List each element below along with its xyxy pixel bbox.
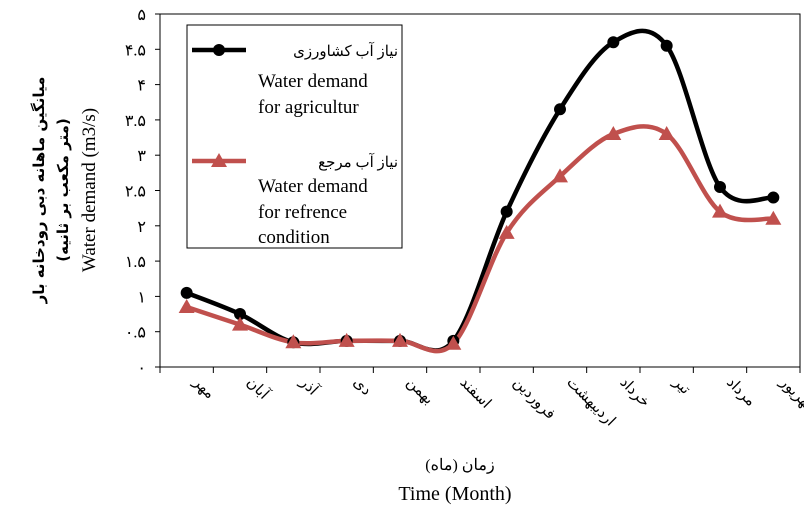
y-tick-label: ۲	[137, 219, 146, 236]
data-point	[338, 332, 355, 347]
data-point	[180, 286, 193, 299]
y-tick-label: ۱.۵	[125, 254, 146, 271]
x-axis-title-en: Time (Month)	[398, 483, 511, 505]
y-tick-label: ۰	[137, 360, 146, 377]
x-tick-label: تیر	[669, 374, 693, 398]
data-point	[712, 203, 728, 218]
data-point	[658, 126, 675, 141]
legend-label-reference-en-2: for refrence	[258, 202, 347, 223]
x-axis-ticks: مهر آبان آذر دی بهمن اسفند فروردین اردیبهشتخردا…	[159, 367, 804, 430]
y-axis-title-fa-2: (متر مکعب بر ثانیه)	[54, 118, 72, 262]
legend-label-agriculture-en-1: Water demand	[258, 71, 368, 92]
data-point	[500, 205, 513, 218]
data-point	[498, 224, 515, 239]
y-tick-label: ۴.۵	[125, 42, 146, 59]
data-point	[714, 180, 726, 193]
x-tick-label: اسفند	[457, 375, 494, 412]
data-point	[285, 334, 302, 349]
data-point	[767, 191, 780, 204]
x-tick-label: مرداد	[723, 375, 758, 410]
y-tick-label: ۴	[137, 78, 146, 95]
y-axis-ticks: ۰ ۰.۵ ۱ ۱.۵ ۲ ۲.۵ ۳ ۳.۵ ۴ ۴.۵ ۵	[125, 7, 160, 377]
data-point	[765, 210, 782, 225]
data-point	[660, 39, 673, 52]
y-tick-label: ۲.۵	[125, 184, 146, 201]
x-tick-label: آبان	[243, 373, 273, 403]
data-point	[605, 126, 622, 141]
x-axis-title-fa: زمان (ماه)	[425, 457, 494, 474]
x-tick-label: اردیبهشت	[563, 375, 618, 430]
legend-label-reference-fa: نیاز آب مرجع	[318, 153, 398, 171]
legend-swatch-marker-reference	[211, 153, 227, 167]
x-tick-label: فروردین	[510, 375, 558, 423]
data-point	[552, 168, 568, 183]
data-point	[607, 36, 620, 49]
y-tick-label: ۵	[137, 7, 146, 24]
legend-label-reference-en-1: Water demand	[258, 176, 368, 197]
x-tick-label: آذر	[296, 372, 323, 399]
data-point	[554, 103, 566, 116]
data-point	[445, 335, 462, 350]
y-axis-title-fa-1: میانگین ماهانه دبی رودخانه بار	[30, 77, 48, 305]
y-tick-label: ۰.۵	[125, 325, 146, 342]
legend-box	[186, 24, 403, 249]
y-tick-label: ۳.۵	[125, 113, 146, 130]
legend-label-agriculture-fa: نیاز آب کشاورزی	[293, 42, 398, 60]
legend-swatch-marker-agriculture	[213, 44, 225, 56]
series-markers	[178, 36, 782, 350]
legend-label-agriculture-en-2: for agricultur	[258, 97, 359, 118]
data-point	[232, 316, 248, 331]
y-tick-label: ۱	[137, 289, 146, 306]
x-tick-label: مهر	[189, 374, 217, 402]
data-point	[234, 308, 246, 321]
legend: نیاز آب کشاورزی Water demand for agricul…	[186, 24, 403, 249]
data-point	[178, 298, 195, 313]
x-tick-label: خرداد	[617, 375, 653, 411]
data-point	[392, 332, 408, 347]
legend-label-reference-en-3: condition	[258, 227, 330, 248]
x-tick-label: شهریور	[776, 374, 804, 419]
x-tick-label: بهمن	[403, 375, 436, 408]
y-tick-label: ۳	[137, 148, 146, 165]
x-tick-label: دی	[350, 375, 374, 399]
y-axis-title-en: Water demand (m3/s)	[79, 108, 100, 272]
